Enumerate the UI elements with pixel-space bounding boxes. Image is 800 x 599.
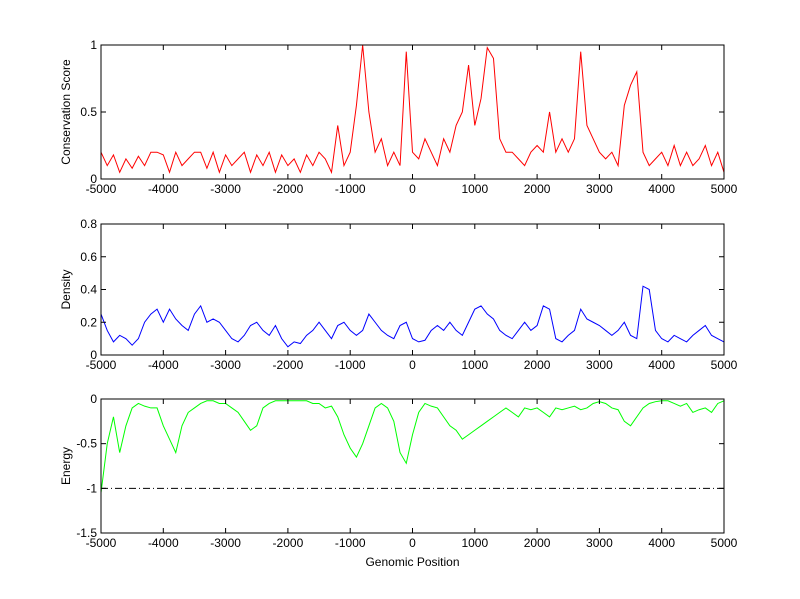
data-line xyxy=(100,44,725,175)
axes-background xyxy=(101,399,724,533)
axes-background xyxy=(101,45,724,179)
y-tick-label: 1 xyxy=(90,38,97,52)
x-tick-label: 3000 xyxy=(586,182,613,196)
x-tick-label: 3000 xyxy=(586,536,613,550)
x-tick-label: -5000 xyxy=(86,358,117,372)
x-tick-label: 2000 xyxy=(524,536,551,550)
y-tick-label: 0 xyxy=(90,348,97,362)
y-tick-label: -0.5 xyxy=(76,437,97,451)
x-tick-label: -4000 xyxy=(148,536,179,550)
x-tick-label: 0 xyxy=(409,536,416,550)
y-tick-label: 0.6 xyxy=(80,250,97,264)
x-tick-label: 5000 xyxy=(711,536,738,550)
x-axis-label: Genomic Position xyxy=(365,555,459,569)
x-tick-label: -4000 xyxy=(148,358,179,372)
y-tick-label: 0 xyxy=(90,172,97,186)
x-tick-label: -3000 xyxy=(210,182,241,196)
y-axis-label: Energy xyxy=(59,447,73,485)
data-line xyxy=(100,285,725,348)
y-tick-label: -1 xyxy=(86,481,97,495)
x-tick-label: -5000 xyxy=(86,182,117,196)
x-tick-label: 4000 xyxy=(648,358,675,372)
y-tick-label: 0.4 xyxy=(80,283,97,297)
x-tick-label: -2000 xyxy=(273,536,304,550)
axes-background xyxy=(101,224,724,355)
y-axis-label: Conservation Score xyxy=(59,59,73,165)
x-tick-label: 2000 xyxy=(524,358,551,372)
x-tick-label: 1000 xyxy=(461,358,488,372)
x-tick-label: -1000 xyxy=(335,358,366,372)
y-tick-label: -1.5 xyxy=(76,526,97,540)
y-tick-label: 0 xyxy=(90,392,97,406)
x-tick-label: 5000 xyxy=(711,182,738,196)
x-tick-label: -4000 xyxy=(148,182,179,196)
x-tick-label: 3000 xyxy=(586,358,613,372)
data-line xyxy=(100,400,725,493)
y-axis-label: Density xyxy=(59,269,73,309)
x-tick-label: 0 xyxy=(409,182,416,196)
x-tick-label: -1000 xyxy=(335,182,366,196)
y-tick-label: 0.2 xyxy=(80,315,97,329)
x-tick-label: 5000 xyxy=(711,358,738,372)
x-tick-label: 4000 xyxy=(648,182,675,196)
x-tick-label: -3000 xyxy=(210,536,241,550)
x-tick-label: -3000 xyxy=(210,358,241,372)
x-tick-label: -2000 xyxy=(273,358,304,372)
x-tick-label: 2000 xyxy=(524,182,551,196)
x-tick-label: 4000 xyxy=(648,536,675,550)
x-tick-label: 1000 xyxy=(461,182,488,196)
x-tick-label: -2000 xyxy=(273,182,304,196)
x-tick-label: -1000 xyxy=(335,536,366,550)
y-tick-label: 0.5 xyxy=(80,105,97,119)
x-tick-label: -5000 xyxy=(86,536,117,550)
y-tick-label: 0.8 xyxy=(80,217,97,231)
x-tick-label: 0 xyxy=(409,358,416,372)
x-tick-label: 1000 xyxy=(461,536,488,550)
